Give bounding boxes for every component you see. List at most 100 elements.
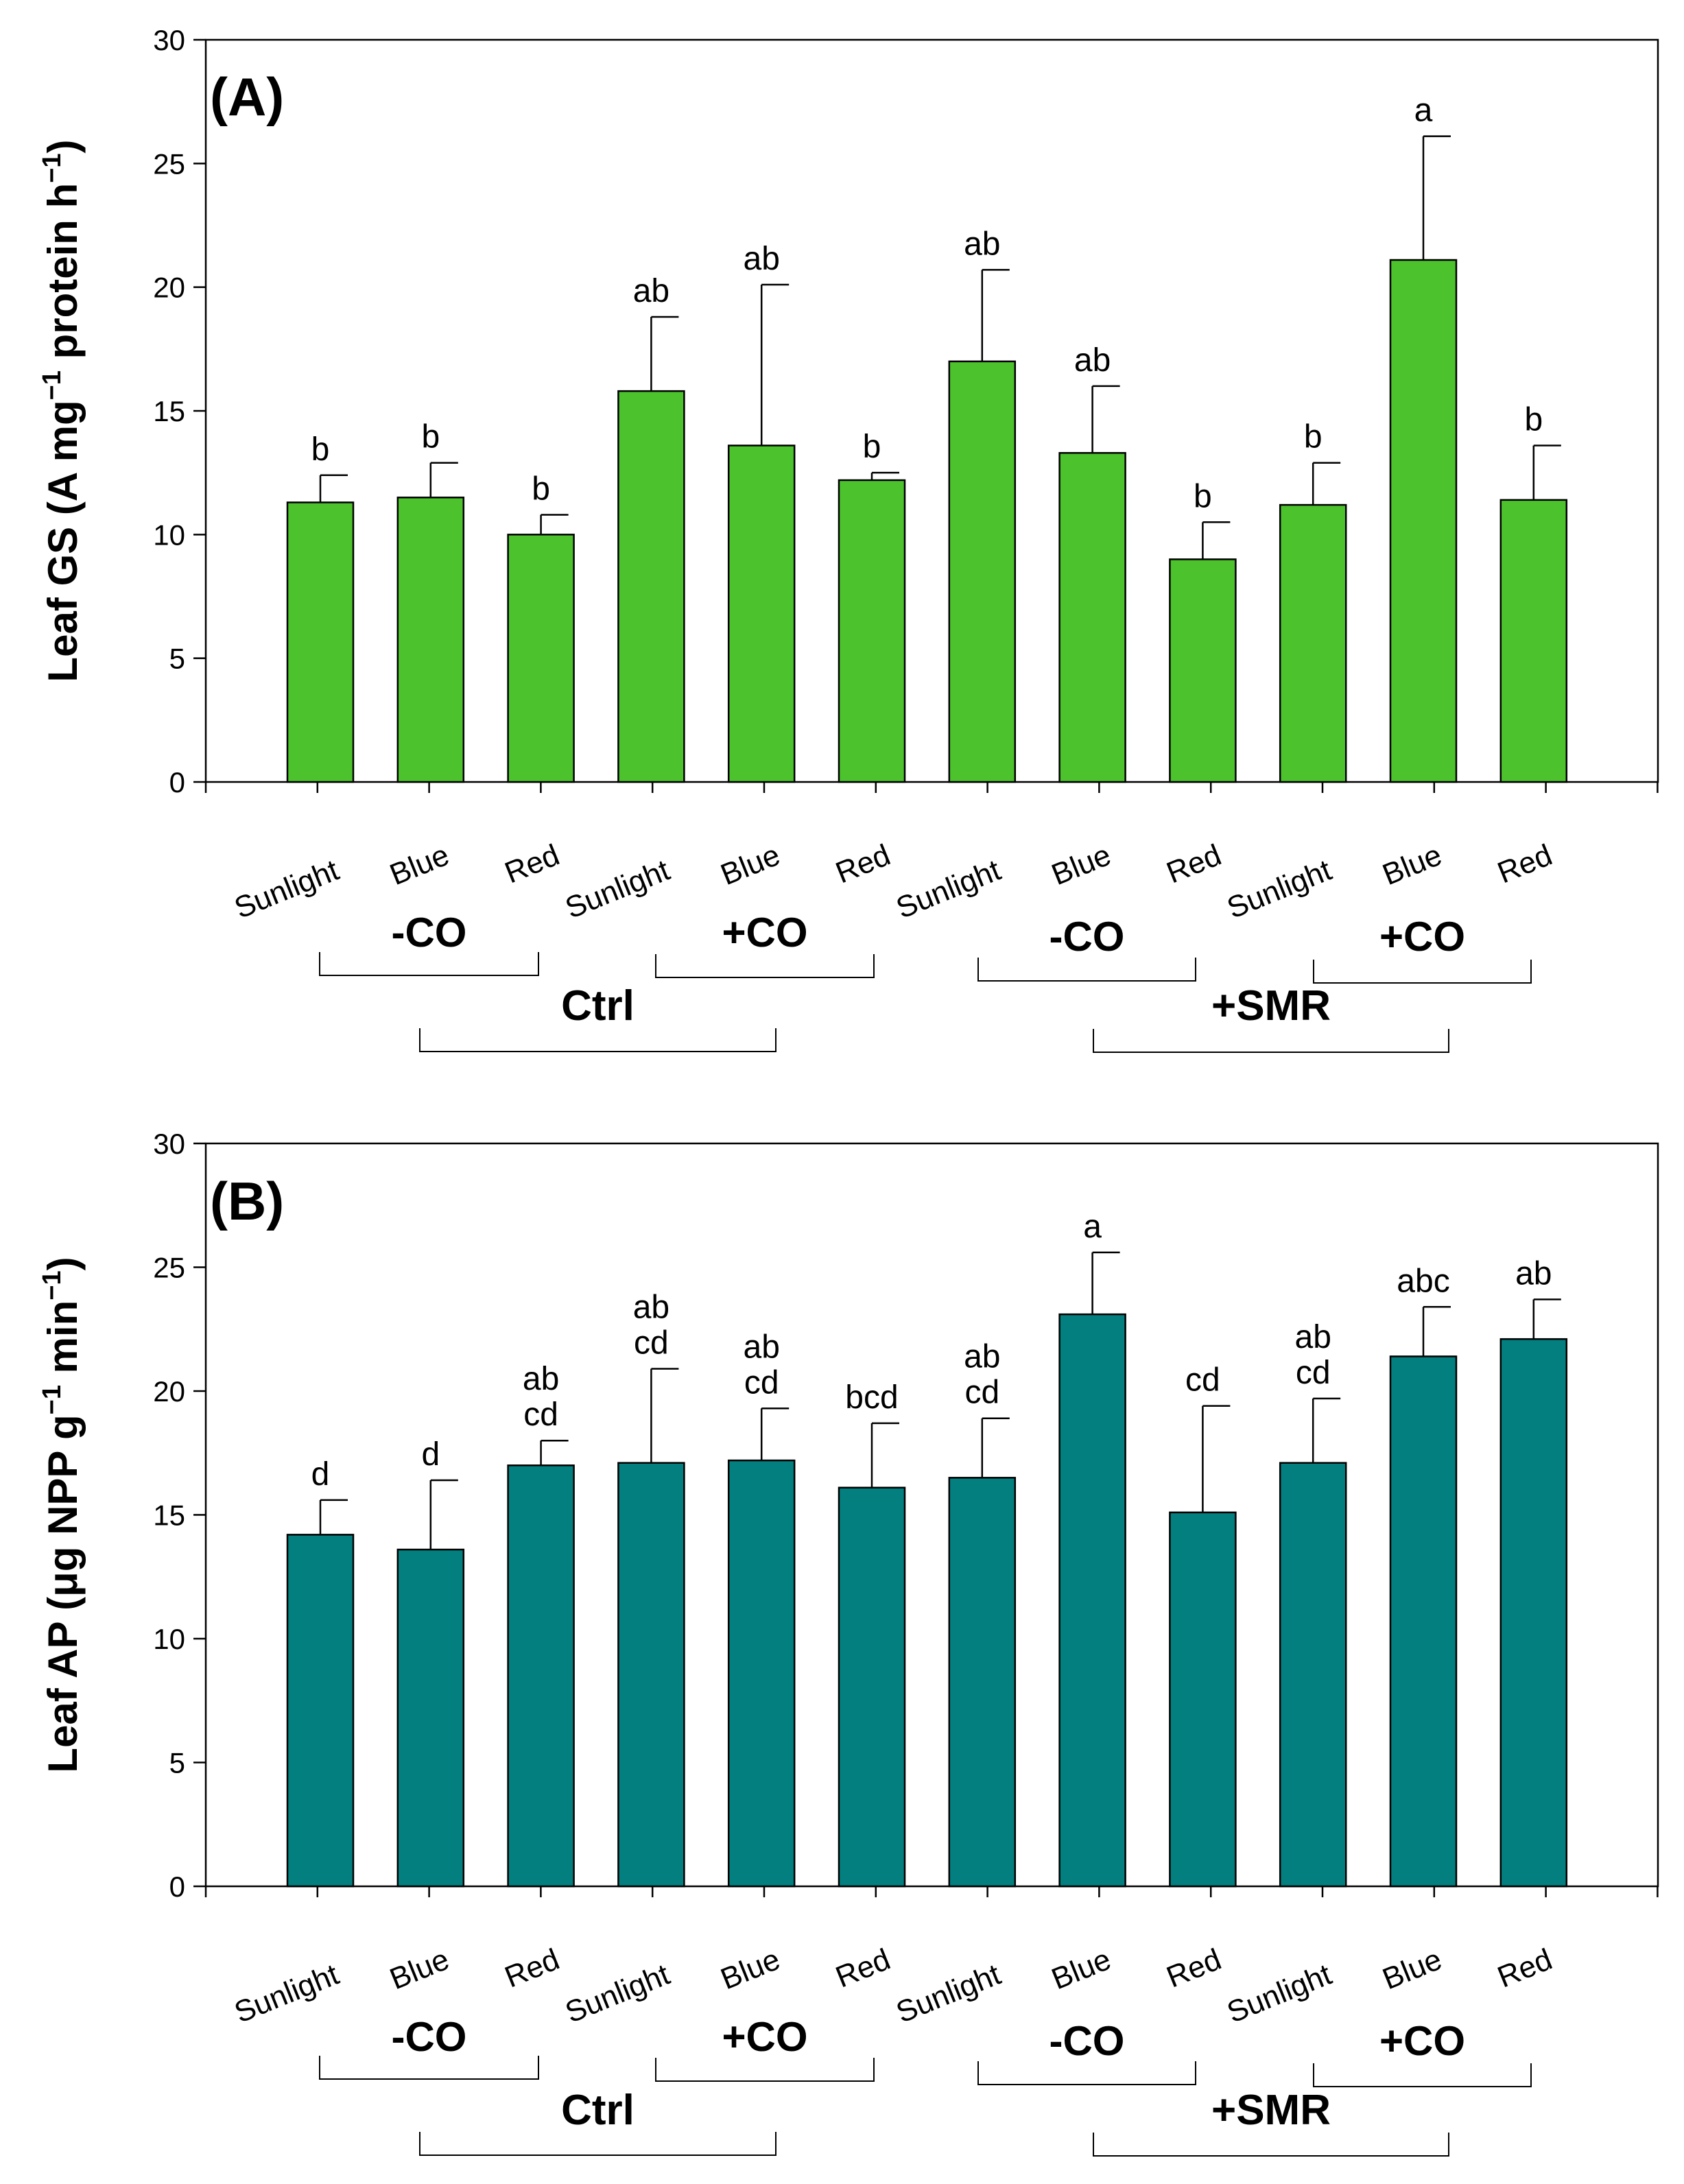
significance-letter: ab: [633, 273, 669, 309]
chart-panel-b: 051015202530dSunlightdBlueabcdRedabcdSun…: [38, 1128, 1659, 2157]
significance-letter: a: [1083, 1209, 1102, 1245]
bar: [1058, 1313, 1126, 1888]
group-bracket: [1313, 2063, 1532, 2087]
panel-label: (B): [210, 1171, 284, 1231]
x-category-label: Red: [1493, 838, 1556, 890]
x-category-label: Blue: [1378, 1943, 1447, 1996]
group-label: -CO: [392, 2014, 467, 2060]
y-axis-label-part: Leaf AP (μg NPP g: [40, 1414, 86, 1772]
bar: [838, 479, 906, 783]
bar: [1279, 503, 1347, 783]
bar: [286, 501, 355, 783]
group-bracket: [1313, 960, 1532, 984]
significance-letter: ab: [744, 1329, 780, 1365]
y-axis-label-part: −1: [38, 1270, 67, 1300]
significance-letter: ab: [633, 1290, 669, 1326]
y-axis-label-part: −1: [38, 1385, 67, 1414]
panel-label: (A): [210, 67, 284, 127]
bar: [948, 1477, 1017, 1888]
group-bracket: [655, 954, 875, 978]
group-bracket: [319, 2056, 539, 2080]
y-tick-label: 25: [153, 1252, 185, 1284]
treatment-bracket: [1093, 1029, 1449, 1053]
x-category-label: Blue: [386, 1943, 454, 1996]
significance-letter: ab: [964, 1339, 1000, 1375]
x-category-label: Blue: [1047, 838, 1115, 892]
significance-letter: ab: [1515, 1255, 1552, 1292]
bar: [507, 1464, 575, 1888]
group-label: +CO: [1379, 2018, 1465, 2064]
bar: [286, 1534, 355, 1888]
treatment-bracket: [1093, 2133, 1449, 2157]
bar: [1279, 1462, 1347, 1888]
bar: [1169, 1511, 1237, 1888]
y-axis-label-part: Leaf GS (A mg: [40, 400, 86, 682]
x-category-label: Red: [1493, 1943, 1556, 1995]
bar: [1058, 452, 1126, 783]
treatment-label: +SMR: [1211, 2087, 1331, 2134]
group-bracket: [977, 2061, 1196, 2085]
x-category-label: Sunlight: [1222, 853, 1336, 925]
treatment-bracket: [419, 1028, 776, 1052]
significance-letter: ab: [1295, 1319, 1331, 1355]
significance-letter: cd: [744, 1364, 779, 1401]
bar: [727, 1459, 796, 1888]
y-tick-label: 20: [153, 1375, 185, 1408]
significance-letter: cd: [964, 1375, 999, 1411]
x-category-label: Sunlight: [560, 1958, 674, 2030]
x-category-label: Red: [1162, 838, 1226, 890]
group-label: +CO: [722, 910, 807, 956]
group-label: +CO: [722, 2014, 807, 2060]
significance-letter: bcd: [845, 1379, 898, 1416]
x-category-label: Red: [500, 1943, 564, 1995]
significance-letter: a: [1414, 93, 1433, 129]
y-tick-label: 15: [153, 1499, 185, 1532]
y-tick-label: 15: [153, 395, 185, 427]
y-axis-label-part: ): [40, 1257, 86, 1270]
group-label: -CO: [392, 910, 467, 956]
y-tick-label: 0: [169, 766, 185, 798]
significance-letter: b: [1194, 478, 1212, 514]
x-category-label: Red: [500, 838, 564, 890]
bar: [396, 1548, 465, 1888]
significance-letter: cd: [523, 1397, 558, 1433]
y-axis-label-part: −1: [38, 370, 67, 400]
y-tick-label: 10: [153, 1623, 185, 1655]
y-axis-label: Leaf AP (μg NPP g−1 min−1): [38, 1257, 86, 1772]
significance-letter: ab: [1074, 342, 1111, 379]
y-axis-label-part: min: [40, 1301, 86, 1385]
y-tick-label: 25: [153, 147, 185, 180]
significance-letter: b: [1524, 401, 1543, 438]
bar: [948, 360, 1017, 783]
treatment-label: Ctrl: [561, 2087, 635, 2134]
group-label: +CO: [1379, 914, 1465, 960]
significance-letter: abc: [1397, 1263, 1449, 1299]
significance-letter: ab: [964, 226, 1000, 262]
y-tick-label: 0: [169, 1871, 185, 1903]
chart-panel-a: 051015202530bSunlightbBluebRedabSunlight…: [38, 24, 1659, 1053]
y-axis-label-part: ): [40, 139, 86, 153]
treatment-label: Ctrl: [561, 982, 635, 1030]
x-category-label: Sunlight: [230, 853, 344, 925]
bar: [507, 534, 575, 783]
bar: [1169, 558, 1237, 783]
bar: [838, 1486, 906, 1888]
significance-letter: ab: [523, 1361, 559, 1397]
y-tick-label: 30: [153, 1128, 185, 1160]
x-category-label: Blue: [386, 838, 454, 892]
significance-letter: cd: [1296, 1355, 1331, 1391]
significance-letter: b: [421, 419, 440, 455]
y-axis-label-part: protein h: [40, 183, 86, 370]
significance-letter: ab: [744, 241, 780, 277]
significance-letter: d: [421, 1436, 440, 1473]
y-tick-label: 10: [153, 519, 185, 551]
group-bracket: [319, 952, 539, 976]
bar: [617, 390, 685, 783]
x-category-label: Blue: [716, 838, 785, 892]
bar: [617, 1462, 685, 1888]
y-tick-label: 5: [169, 1747, 185, 1779]
significance-letter: cd: [634, 1325, 669, 1362]
bar: [1389, 259, 1458, 783]
group-label: -CO: [1049, 914, 1125, 960]
